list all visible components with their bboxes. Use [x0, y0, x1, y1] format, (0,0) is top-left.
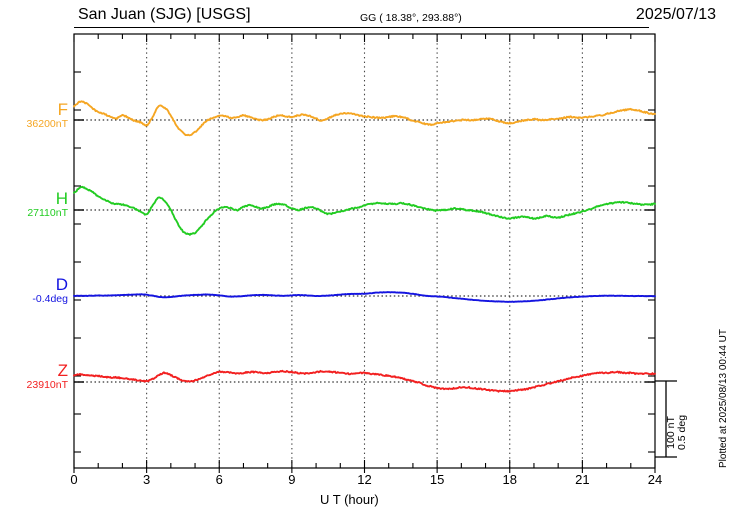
station-title: San Juan (SJG) [USGS]: [78, 6, 251, 23]
geographic-coordinates: GG ( 18.38°, 293.88°): [360, 12, 462, 24]
component-letter-H: H: [55, 189, 68, 208]
component-label-Z: Z 23910nT: [4, 362, 68, 392]
component-baseline-D: -0.4deg: [32, 293, 68, 305]
component-baseline-H: 27110nT: [27, 207, 68, 219]
component-baseline-F: 36200nT: [26, 118, 68, 130]
observation-date: 2025/07/13: [635, 6, 716, 23]
x-tick-label-21: 21: [575, 472, 590, 487]
component-baseline-Z: 23910nT: [26, 379, 68, 391]
x-tick-label-18: 18: [502, 472, 517, 487]
component-letter-Z: Z: [57, 361, 68, 380]
x-tick-label-12: 12: [357, 472, 372, 487]
x-tick-label-6: 6: [215, 472, 223, 487]
x-tick-label-0: 0: [70, 472, 78, 487]
x-axis-title: U T (hour): [320, 492, 379, 507]
plotted-timestamp: Plotted at 2025/08/13 00:44 UT: [718, 329, 729, 468]
trace-Z: [73, 369, 656, 393]
trace-H: [73, 185, 656, 236]
x-tick-label-15: 15: [429, 472, 445, 487]
component-letter-D: D: [55, 275, 68, 294]
header-divider: [74, 27, 649, 28]
scale-bar-label: 100 nT 0.5 deg: [665, 414, 688, 450]
component-letter-F: F: [57, 100, 68, 119]
x-tick-label-3: 3: [143, 472, 151, 487]
trace-F: [73, 100, 656, 137]
trace-D: [73, 291, 656, 303]
x-tick-label-24: 24: [647, 472, 663, 487]
component-label-D: D -0.4deg: [4, 276, 68, 306]
x-tick-label-9: 9: [288, 472, 296, 487]
component-label-H: H 27110nT: [4, 190, 68, 220]
component-label-F: F 36200nT: [4, 101, 68, 131]
scale-bar-deg: 0.5 deg: [676, 414, 688, 450]
